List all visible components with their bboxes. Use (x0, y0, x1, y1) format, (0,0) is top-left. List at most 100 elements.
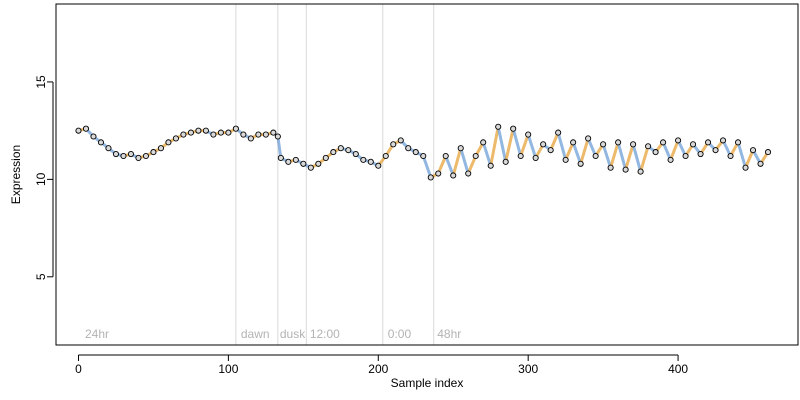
data-point (764, 149, 772, 156)
data-point (682, 152, 689, 160)
data-point (450, 172, 457, 179)
data-point (555, 129, 562, 136)
annotation-label: 0:00 (388, 327, 412, 341)
data-point (150, 149, 157, 156)
series-segment (669, 138, 680, 162)
series-segment (736, 140, 748, 170)
data-point (487, 162, 494, 169)
data-point (427, 174, 434, 181)
series-segment (511, 127, 523, 158)
data-point (517, 152, 524, 160)
data-points (75, 123, 772, 181)
data-point (592, 152, 599, 160)
x-tick-label: 0 (75, 362, 82, 376)
series-segment (564, 140, 575, 162)
data-point (690, 141, 697, 148)
series-segment (459, 146, 470, 176)
data-point (240, 131, 247, 138)
data-point (570, 139, 577, 146)
series-segment (496, 125, 508, 164)
x-tick-label: 300 (518, 362, 538, 376)
series-segment (451, 146, 463, 177)
data-point (637, 168, 644, 175)
data-point (622, 166, 629, 173)
x-axis-label: Sample index (391, 376, 464, 390)
data-point (705, 139, 712, 146)
data-point (495, 123, 502, 130)
data-point (285, 158, 292, 165)
data-point (749, 147, 757, 154)
data-point (270, 129, 277, 136)
plot-frame (55, 3, 799, 346)
data-point (652, 149, 659, 156)
data-point (330, 149, 337, 156)
series-segment (744, 148, 755, 170)
series-segment (444, 154, 455, 177)
series-segment (624, 142, 635, 172)
data-point (577, 160, 584, 167)
x-tick-label: 100 (218, 362, 238, 376)
data-point (675, 137, 682, 144)
data-point (547, 147, 554, 154)
data-point (202, 127, 209, 134)
y-axis-label: Expression (9, 145, 23, 204)
data-point (742, 164, 749, 171)
data-point (82, 125, 90, 132)
data-point (375, 162, 382, 169)
data-point (562, 156, 569, 163)
data-point (232, 125, 239, 132)
data-point (352, 150, 359, 158)
data-point (307, 164, 314, 171)
data-point (757, 160, 764, 167)
data-point (135, 154, 142, 161)
data-point (315, 160, 322, 167)
series-segment (276, 135, 283, 160)
data-point (195, 127, 202, 134)
series-segment (436, 154, 448, 176)
data-point (390, 141, 397, 148)
data-point (127, 150, 134, 158)
time-marker-lines (235, 4, 435, 345)
y-tick-label: 10 (34, 172, 48, 186)
series-segment (631, 142, 643, 174)
series-segment (504, 127, 515, 164)
data-point (397, 137, 404, 144)
data-point (322, 154, 329, 161)
data-point (660, 139, 667, 146)
series-segment (616, 140, 628, 172)
data-point (345, 147, 352, 154)
data-point (472, 152, 479, 160)
data-point (442, 152, 449, 160)
data-point (187, 129, 194, 136)
data-point (105, 145, 112, 152)
series-segment (421, 154, 433, 179)
data-point (217, 129, 224, 136)
data-point (734, 139, 742, 146)
series-segment (601, 142, 613, 170)
data-point (382, 152, 389, 160)
annotation-label: 12:00 (310, 327, 340, 341)
series-segment (609, 140, 620, 170)
data-point (274, 133, 281, 140)
data-point (420, 152, 427, 160)
data-point (255, 131, 262, 138)
x-tick-label: 400 (668, 362, 688, 376)
x-tick-label: 200 (368, 362, 388, 376)
data-point (300, 160, 307, 167)
data-point (277, 154, 284, 161)
series-segment (519, 133, 530, 158)
data-point (120, 152, 127, 160)
series-segment (549, 131, 560, 152)
y-axis: 5 10 15 (34, 75, 54, 280)
y-tick-label: 15 (34, 75, 48, 89)
data-point (367, 158, 374, 165)
y-tick-label: 5 (34, 273, 48, 280)
series-segment (579, 136, 590, 166)
x-axis: 0 100 200 300 400 (75, 354, 688, 376)
data-point (435, 170, 442, 177)
series-segment (661, 140, 673, 162)
data-point (697, 150, 704, 158)
data-point (172, 135, 179, 142)
data-point (112, 150, 120, 158)
series-segment (466, 154, 478, 176)
